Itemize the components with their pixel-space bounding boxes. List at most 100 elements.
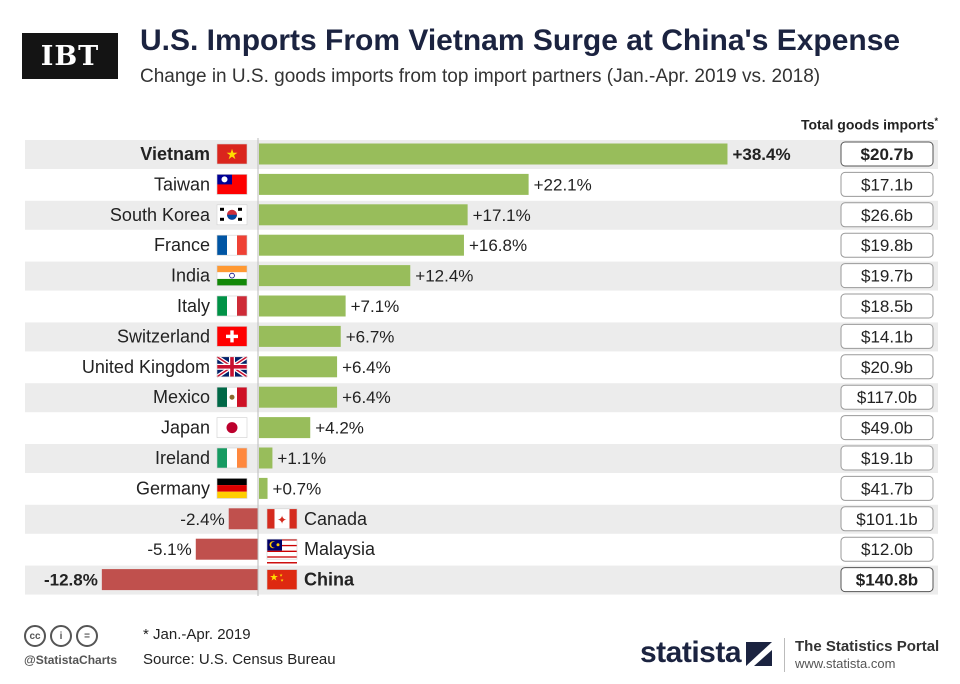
category-label: India bbox=[171, 266, 211, 286]
bar bbox=[228, 508, 258, 530]
statista-logo: statista bbox=[640, 636, 742, 669]
row-taiwan: +22.1% Taiwan $17.1b bbox=[154, 171, 934, 197]
value-label: -5.1% bbox=[147, 540, 191, 559]
no-derivatives-icon: = bbox=[76, 625, 98, 647]
total-box bbox=[840, 475, 934, 501]
total-value: $17.1b bbox=[861, 175, 913, 194]
bar bbox=[259, 356, 338, 378]
value-label: +0.7% bbox=[273, 479, 322, 498]
svg-text:★: ★ bbox=[280, 578, 284, 583]
license-icons: cc i = bbox=[24, 625, 98, 647]
japan-flag-icon bbox=[216, 417, 248, 438]
total-value: $101.1b bbox=[856, 510, 917, 529]
row-china: -12.8% ★ ★★ China $140.8b bbox=[25, 565, 938, 595]
uk-flag-icon bbox=[215, 355, 249, 379]
bar bbox=[259, 173, 529, 195]
total-box bbox=[840, 293, 934, 319]
canada-flag-icon: ✦ bbox=[266, 508, 298, 530]
row-ireland: +1.1% Ireland $19.1b bbox=[25, 444, 938, 473]
value-label: +7.1% bbox=[351, 297, 400, 316]
value-label: +6.4% bbox=[342, 388, 391, 407]
bar bbox=[259, 417, 311, 439]
svg-text:✦: ✦ bbox=[277, 513, 287, 527]
value-label: -2.4% bbox=[180, 510, 224, 529]
france-flag-icon bbox=[216, 234, 248, 256]
switzerland-flag-icon bbox=[216, 326, 248, 347]
total-box bbox=[840, 354, 934, 380]
china-flag-icon: ★ ★★ bbox=[266, 569, 298, 590]
total-value: $19.7b bbox=[861, 267, 913, 286]
row-united-kingdom: +6.4% United Kingdom $20.9b bbox=[82, 354, 934, 380]
total-value: $18.5b bbox=[861, 297, 913, 316]
value-label: +6.4% bbox=[342, 358, 391, 377]
statista-mark-icon bbox=[746, 642, 772, 666]
bar bbox=[259, 386, 338, 408]
total-box bbox=[840, 232, 934, 258]
creative-commons-icon: cc bbox=[24, 625, 46, 647]
category-label: Vietnam bbox=[140, 144, 210, 164]
bar bbox=[195, 538, 258, 560]
total-box bbox=[840, 536, 934, 562]
row-stripe bbox=[25, 200, 938, 230]
row-malaysia: -5.1% Malaysia $12.0b bbox=[147, 536, 934, 577]
row-canada: -2.4% ✦ Canada $101.1b bbox=[25, 504, 938, 534]
category-label: Germany bbox=[136, 478, 210, 498]
row-france: +16.8% France $19.8b bbox=[154, 232, 934, 258]
total-value: $140.8b bbox=[856, 571, 918, 590]
footer-separator bbox=[784, 638, 785, 672]
row-stripe bbox=[25, 322, 938, 352]
south-korea-flag-icon bbox=[216, 204, 248, 226]
category-label: Taiwan bbox=[154, 174, 210, 194]
value-label: +1.1% bbox=[277, 449, 326, 468]
row-stripe bbox=[25, 444, 938, 473]
bar bbox=[259, 143, 728, 165]
row-stripe bbox=[25, 504, 938, 534]
value-label: +17.1% bbox=[473, 206, 531, 225]
value-label: -12.8% bbox=[44, 571, 98, 590]
category-label: Japan bbox=[161, 418, 210, 438]
row-vietnam: +38.4% ★ Vietnam $20.7b bbox=[25, 140, 938, 169]
category-label: Mexico bbox=[153, 387, 210, 407]
row-germany: +0.7% Germany $41.7b bbox=[136, 475, 934, 501]
india-flag-icon bbox=[216, 265, 248, 286]
vietnam-flag-icon: ★ bbox=[216, 143, 248, 165]
total-value: $20.7b bbox=[861, 145, 914, 164]
total-value: $20.9b bbox=[861, 358, 913, 377]
category-label: Ireland bbox=[155, 448, 210, 468]
category-label: United Kingdom bbox=[82, 357, 210, 377]
footnote: * Jan.-Apr. 2019 bbox=[143, 626, 251, 643]
total-value: $19.8b bbox=[861, 236, 913, 255]
attribution-icon: i bbox=[50, 625, 72, 647]
value-label: +12.4% bbox=[415, 267, 473, 286]
total-value: $117.0b bbox=[857, 388, 917, 407]
row-stripe bbox=[25, 383, 938, 413]
bar bbox=[259, 477, 268, 499]
svg-text:★: ★ bbox=[279, 573, 283, 578]
row-stripe bbox=[25, 261, 938, 291]
value-label: +16.8% bbox=[469, 236, 527, 255]
value-label: +22.1% bbox=[534, 175, 592, 194]
total-box bbox=[840, 323, 934, 349]
bar bbox=[259, 204, 468, 226]
total-box bbox=[840, 384, 934, 410]
category-label: Italy bbox=[177, 296, 210, 316]
bar bbox=[259, 295, 346, 317]
row-italy: +7.1% Italy $18.5b bbox=[177, 293, 934, 319]
svg-text:★: ★ bbox=[270, 573, 279, 584]
total-value: $49.0b bbox=[861, 419, 913, 438]
category-label: China bbox=[304, 570, 355, 590]
total-value: $41.7b bbox=[861, 479, 913, 498]
germany-flag-icon bbox=[216, 478, 248, 499]
total-box bbox=[840, 141, 934, 167]
category-label: Switzerland bbox=[117, 326, 210, 346]
total-value: $26.6b bbox=[861, 206, 913, 225]
value-label: +4.2% bbox=[315, 419, 364, 438]
taiwan-flag-icon bbox=[216, 174, 248, 195]
category-label: South Korea bbox=[110, 205, 211, 225]
italy-flag-icon bbox=[216, 295, 248, 317]
portal-url: www.statista.com bbox=[795, 656, 896, 671]
total-value: $19.1b bbox=[861, 449, 913, 468]
chart-title: U.S. Imports From Vietnam Surge at China… bbox=[140, 24, 901, 57]
row-india: +12.4% India $19.7b bbox=[25, 261, 938, 291]
total-imports-header: Total goods imports* bbox=[800, 116, 938, 133]
